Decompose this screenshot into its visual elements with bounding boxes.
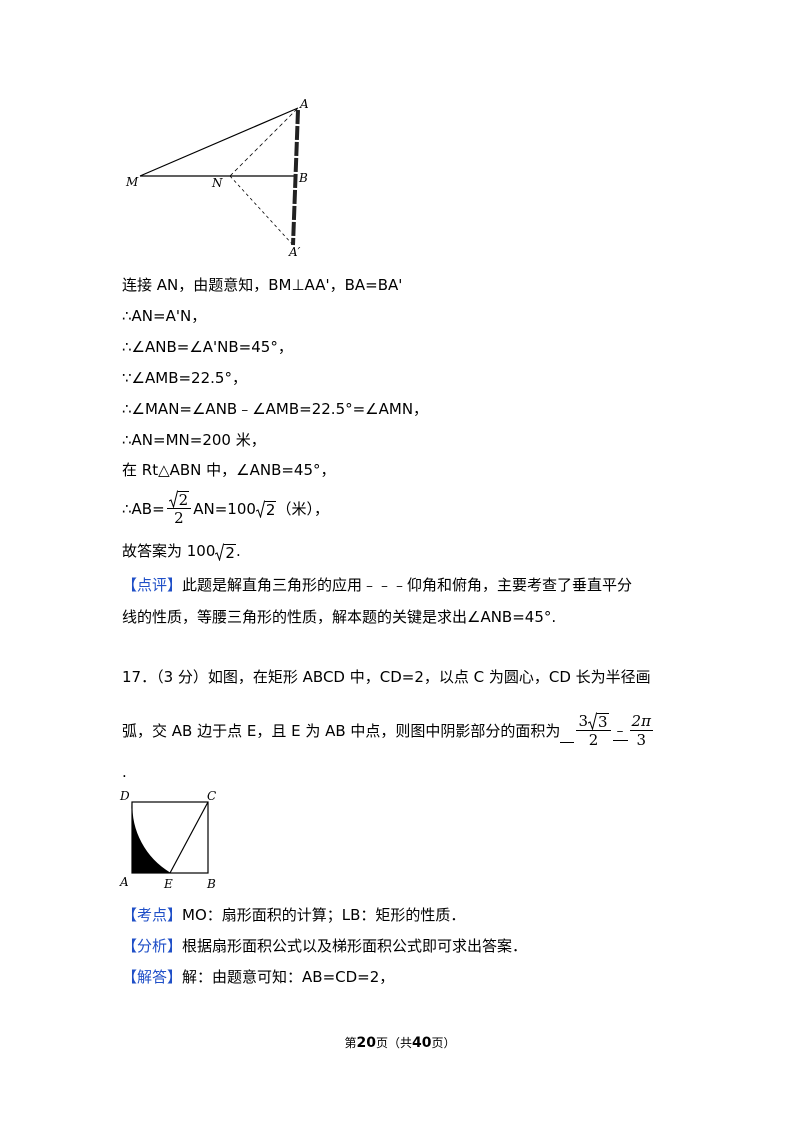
figure-2: D C A E B [119, 789, 216, 891]
label: N [211, 176, 223, 190]
text: . [235, 542, 241, 560]
comment-line: 线的性质，等腰三角形的性质，解本题的关键是求出∠ANB=45°. [122, 608, 557, 626]
text: 此题是解直角三角形的应用﹣﹣﹣仰角和俯角，主要考查了垂直平分 [182, 576, 633, 594]
label: A [119, 875, 129, 889]
solution-line: 连接 AN，由题意知，BM⊥AA'，BA=BA' [122, 276, 403, 294]
line-na [229, 107, 299, 177]
text: 页） [431, 1036, 456, 1050]
total-pages: 40 [412, 1035, 432, 1051]
answer-line: 故答案为 100 2 . [122, 541, 241, 561]
radicand: 2 [264, 500, 277, 519]
solution-line: ∴∠ANB=∠A'NB=45°， [122, 338, 293, 356]
text: MO：扇形面积的计算；LB：矩形的性质． [182, 906, 466, 924]
radicand: 2 [224, 544, 236, 562]
sqrt: 2 [215, 543, 236, 561]
numerator: 2π [629, 712, 653, 731]
text: 故答案为 100 [122, 542, 216, 560]
solution-line: ∴∠MAN=∠ANB﹣∠AMB=22.5°=∠AMN， [122, 400, 429, 418]
blank [560, 742, 575, 743]
line-aa2 [291, 109, 300, 246]
fraction: 2π 3 [629, 712, 653, 749]
fraction: 2 2 [166, 490, 192, 527]
label: E [163, 877, 173, 891]
radicand: 3 [596, 713, 609, 731]
shaded-region [131, 801, 172, 874]
text: 根据扇形面积公式以及梯形面积公式即可求出答案． [182, 937, 528, 955]
denominator: 2 [174, 509, 184, 527]
text: （米）， [276, 499, 329, 518]
text: 解：由题意可知：AB=CD=2， [182, 968, 395, 986]
tag: 【考点】 [122, 906, 183, 924]
fenxi-line: 【分析】根据扇形面积公式以及梯形面积公式即可求出答案． [122, 936, 527, 956]
jieda-line: 【解答】解：由题意可知：AB=CD=2， [122, 967, 394, 987]
tag: 【分析】 [122, 937, 183, 955]
radical [255, 500, 265, 518]
solution-line: ∵∠AMB=22.5°， [122, 369, 247, 387]
line-ce [169, 801, 209, 874]
line-na2 [229, 175, 294, 246]
question-line: 17．（3 分）如图，在矩形 ABCD 中，CD=2，以点 C 为圆心，CD 长… [122, 668, 651, 686]
solution-line: ∴AN=MN=200 米， [122, 431, 266, 449]
label: B [298, 171, 308, 185]
sqrt: 2 [166, 490, 192, 509]
label: C [207, 789, 216, 803]
page-number: 20 [356, 1035, 376, 1051]
text: 页（共 [375, 1036, 412, 1050]
text: 3 [578, 712, 588, 730]
figure-1: A M N B A′ [125, 97, 309, 259]
comment-line: 【点评】此题是解直角三角形的应用﹣﹣﹣仰角和俯角，主要考查了垂直平分 [122, 575, 632, 595]
label: A′ [288, 245, 301, 259]
tag: 【点评】 [122, 576, 183, 594]
ab-line: ∴AB= 2 2 AN=100 2 （米）， [122, 490, 329, 527]
text: 弧，交 AB 边于点 E，且 E 为 AB 中点，则图中阴影部分的面积为 [122, 721, 561, 740]
label: B [206, 877, 216, 891]
label: M [125, 175, 139, 189]
line-ma [139, 107, 299, 177]
sqrt: 3 [587, 712, 609, 731]
radicand: 2 [177, 491, 190, 509]
label: A [299, 97, 309, 111]
footer: 第20页（共40页） [0, 1034, 800, 1051]
tag: 【解答】 [122, 968, 183, 986]
sqrt: 2 [255, 500, 277, 519]
text: AN=100 [193, 499, 256, 518]
text: 第 [344, 1036, 357, 1050]
denominator: 2 [588, 731, 599, 749]
solution-line: ∴AN=A'N， [122, 307, 207, 325]
solution-line: 在 Rt△ABN 中，∠ANB=45°， [122, 461, 336, 479]
radical [215, 543, 225, 561]
radical [587, 712, 597, 730]
kaodian-line: 【考点】MO：扇形面积的计算；LB：矩形的性质． [122, 905, 465, 925]
question-end: . [122, 763, 127, 781]
radical [168, 490, 178, 508]
denominator: 3 [636, 731, 647, 749]
text: ∴AB= [122, 499, 165, 518]
label: D [119, 789, 130, 803]
minus: ﹣ [612, 721, 628, 741]
